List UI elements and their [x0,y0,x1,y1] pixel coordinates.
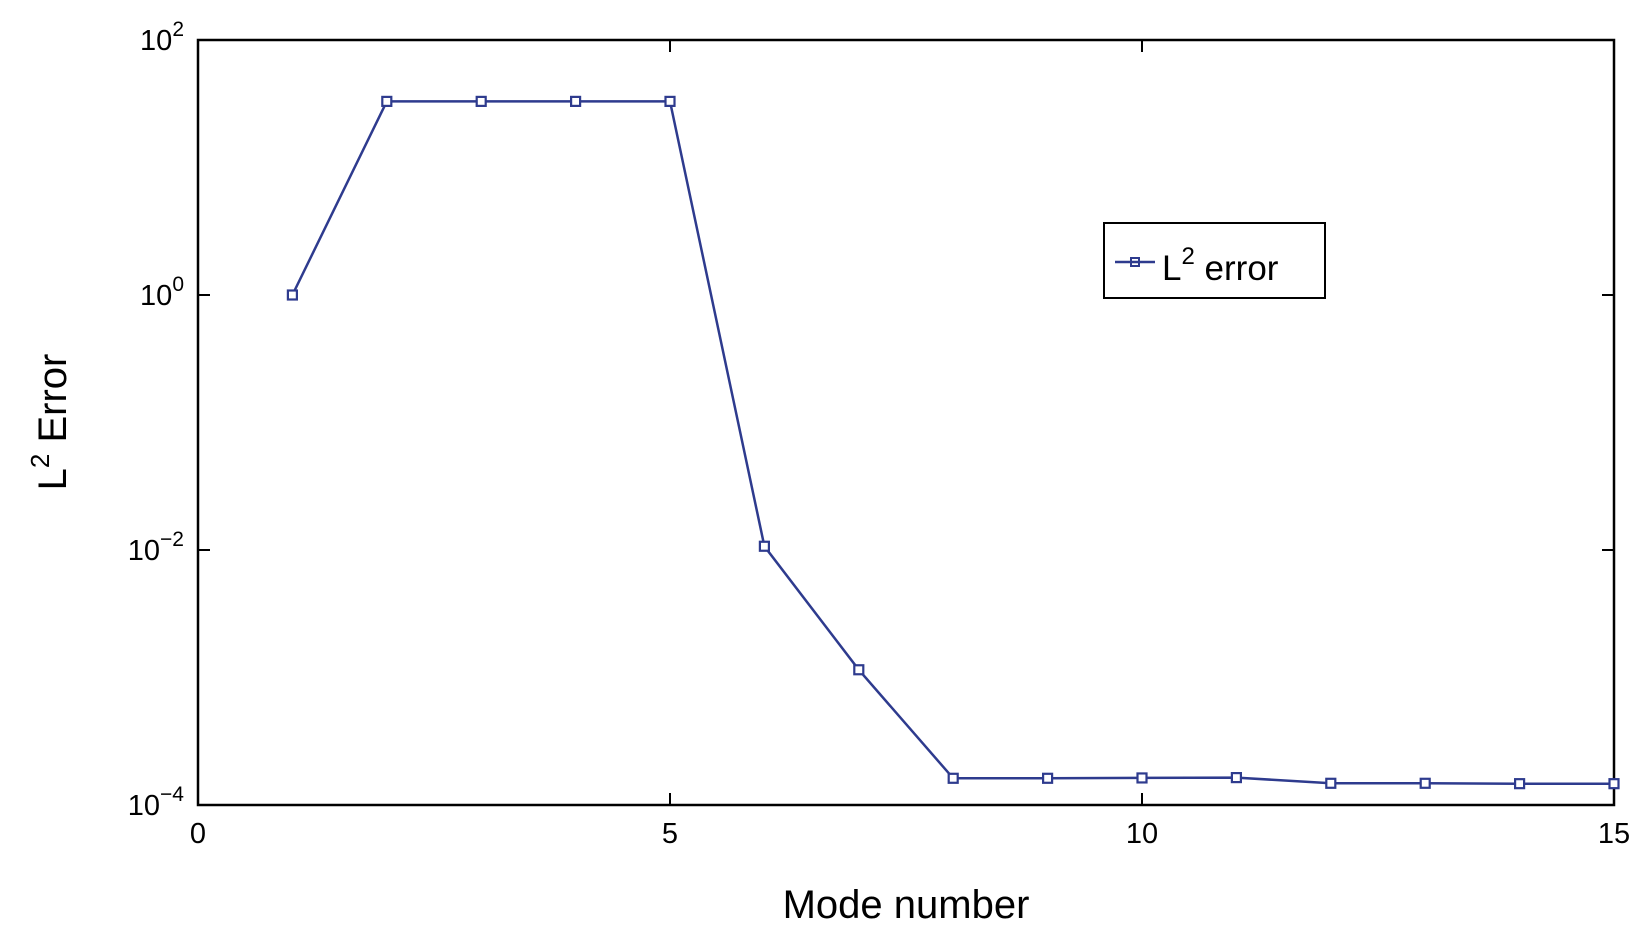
legend-label-sup: 2 [1181,243,1194,270]
y-axis-title-sup: 2 [25,454,55,468]
x-tick-label: 0 [190,818,206,850]
y-tick-label: 102 [140,18,184,57]
y-axis-title-base: L [31,468,75,490]
data-point [1325,777,1337,789]
y-tick-label: 100 [140,273,184,312]
x-tick-label: 5 [662,818,678,850]
legend-label: L2 error [1162,243,1279,288]
tick-labels: 0 5 10 15 10−2 100 102 10−4 [128,18,1630,850]
data-point [947,772,959,784]
data-point [286,289,298,301]
data-point [664,95,676,107]
data-point [1041,772,1054,784]
data-point [1230,772,1243,784]
series-line [291,100,1614,785]
data-point [475,95,487,107]
data-point [569,95,582,107]
data-point [381,95,393,107]
axis-ticks [197,39,1615,806]
data-point [1608,778,1620,790]
data-point [758,540,771,552]
legend-marker-sample [1130,257,1140,267]
series-markers [286,95,1620,790]
y-tick-label: 10−4 [128,783,185,822]
x-axis-title: Mode number [783,883,1030,927]
plot-frame [196,38,1616,807]
data-point [1136,772,1148,784]
y-axis-title-text: Error [31,354,75,454]
legend-label-base: L [1162,249,1181,288]
data-point [853,664,865,676]
legend: L2 error [1103,222,1326,299]
data-point [1513,778,1526,790]
legend-box [1103,222,1326,299]
legend-label-text: error [1195,249,1279,288]
y-axis-title: L2 Error [25,354,75,491]
data-point [1419,777,1431,789]
y-tick-label: 10−2 [128,528,184,567]
x-tick-label: 10 [1126,818,1158,850]
x-tick-label: 15 [1598,818,1630,850]
